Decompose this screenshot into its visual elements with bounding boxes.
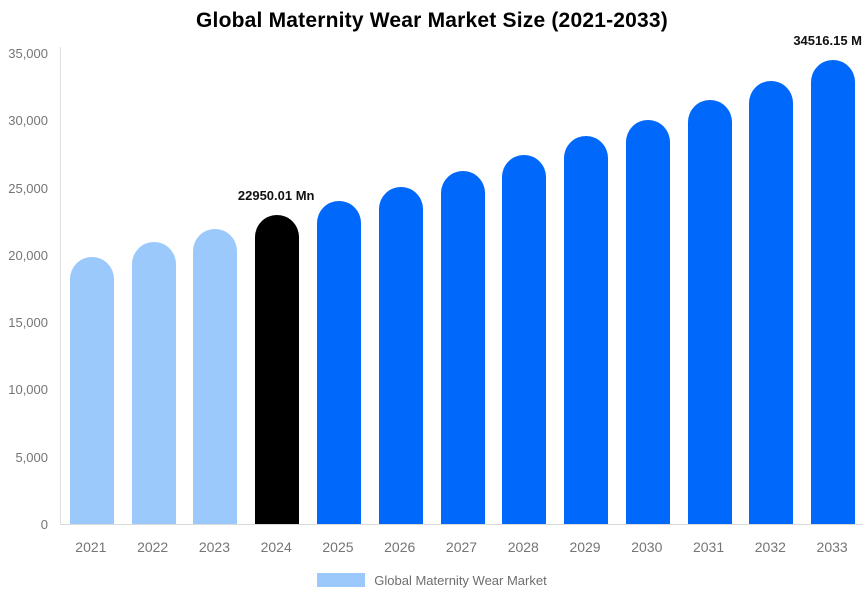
bar-2029[interactable] bbox=[564, 136, 609, 524]
x-tick-label-2030: 2030 bbox=[631, 539, 663, 555]
bar-2027[interactable] bbox=[440, 171, 485, 524]
bar-2024[interactable] bbox=[255, 215, 300, 524]
bar-2030[interactable] bbox=[625, 120, 670, 524]
x-tick-label-2025: 2025 bbox=[322, 539, 354, 555]
y-tick-label-15000: 15,000 bbox=[8, 315, 48, 331]
bar-2022[interactable] bbox=[131, 242, 176, 524]
x-tick-label-2026: 2026 bbox=[384, 539, 416, 555]
bar-2028[interactable] bbox=[502, 155, 547, 524]
x-tick-label-2023: 2023 bbox=[198, 539, 230, 555]
x-tick-label-2021: 2021 bbox=[75, 539, 107, 555]
y-tick-label-10000: 10,000 bbox=[8, 382, 48, 398]
x-tick-label-2031: 2031 bbox=[692, 539, 725, 555]
bar-2023[interactable] bbox=[193, 229, 238, 524]
y-tick-label-0: 0 bbox=[40, 517, 48, 532]
x-tick-label-2033: 2033 bbox=[816, 539, 848, 555]
bar-2025[interactable] bbox=[316, 201, 361, 524]
bar-2021[interactable] bbox=[69, 257, 114, 524]
x-tick-label-2032: 2032 bbox=[754, 539, 786, 555]
x-tick-label-2022: 2022 bbox=[137, 539, 169, 555]
data-label-2024: 22950.01 Mn bbox=[237, 188, 315, 204]
y-tick-label-20000: 20,000 bbox=[8, 247, 48, 263]
legend-label: Global Maternity Wear Market bbox=[374, 572, 547, 588]
x-tick-label-2029: 2029 bbox=[569, 539, 601, 555]
y-tick-label-35000: 35,000 bbox=[8, 46, 48, 61]
bar-2026[interactable] bbox=[378, 186, 423, 524]
legend-swatch bbox=[317, 573, 366, 587]
y-tick-label-25000: 25,000 bbox=[8, 180, 48, 196]
x-tick-label-2024: 2024 bbox=[260, 539, 292, 555]
y-tick-label-30000: 30,000 bbox=[8, 113, 48, 129]
legend-item[interactable]: Global Maternity Wear Market bbox=[0, 570, 864, 590]
bar-2032[interactable] bbox=[749, 81, 794, 524]
bar-2033[interactable] bbox=[811, 59, 856, 524]
y-tick-label-5000: 5,000 bbox=[15, 449, 48, 465]
bar-2031[interactable] bbox=[687, 100, 732, 524]
plot-area bbox=[60, 47, 863, 525]
x-tick-label-2028: 2028 bbox=[507, 539, 539, 555]
x-tick-label-2027: 2027 bbox=[445, 539, 478, 555]
chart-title: Global Maternity Wear Market Size (2021-… bbox=[196, 9, 668, 32]
data-label-2033: 34516.15 M bbox=[793, 32, 862, 48]
